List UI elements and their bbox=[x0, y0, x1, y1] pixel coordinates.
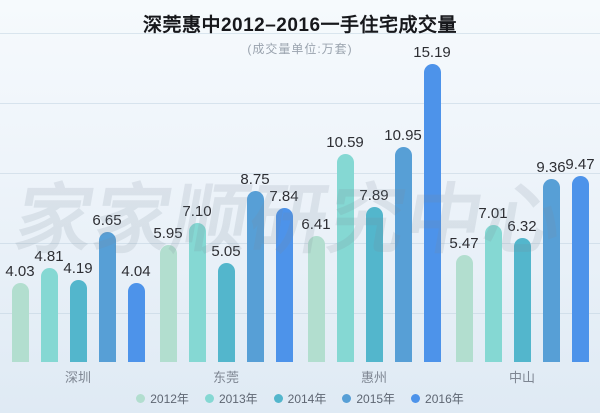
bar-group-东莞: 5.95 7.10 5.05 8.75 7.84 东莞 bbox=[153, 171, 299, 386]
value-label: 5.05 bbox=[211, 243, 241, 261]
value-label: 9.36 bbox=[536, 158, 566, 176]
value-label: 6.41 bbox=[301, 216, 331, 234]
legend-dot-icon bbox=[411, 394, 421, 403]
value-label: 7.89 bbox=[359, 187, 389, 205]
gridline bbox=[0, 103, 600, 104]
legend-label: 2014年 bbox=[287, 392, 327, 406]
bar-2012年-东莞: 5.95 bbox=[153, 225, 183, 362]
value-label: 9.47 bbox=[565, 156, 595, 174]
bar-2014年-中山: 6.32 bbox=[507, 218, 537, 362]
bar-2015年-中山: 9.36 bbox=[536, 159, 566, 362]
legend-dot-icon bbox=[342, 394, 352, 403]
bar-2015年-惠州: 10.95 bbox=[384, 127, 422, 362]
bar-2013年-惠州: 10.59 bbox=[326, 134, 364, 362]
value-label: 7.01 bbox=[478, 204, 508, 222]
value-label: 7.10 bbox=[182, 202, 212, 220]
legend-item-2016年: 2016年 bbox=[411, 390, 464, 407]
bar-2015年-东莞: 8.75 bbox=[240, 171, 270, 362]
category-label-深圳: 深圳 bbox=[64, 370, 92, 385]
value-label: 4.81 bbox=[34, 247, 64, 265]
gridline bbox=[0, 33, 600, 34]
legend-item-2014年: 2014年 bbox=[273, 390, 327, 407]
value-label: 5.95 bbox=[153, 225, 183, 243]
value-label: 10.95 bbox=[384, 127, 422, 145]
legend-label: 2013年 bbox=[218, 392, 258, 406]
value-label: 7.84 bbox=[269, 188, 299, 206]
legend-dot-icon bbox=[136, 394, 146, 403]
legend-label: 2015年 bbox=[356, 392, 396, 406]
bar-2013年-深圳: 4.81 bbox=[34, 248, 64, 362]
bar-group-惠州: 6.41 10.59 7.89 10.95 15.19 惠州 bbox=[301, 44, 451, 385]
category-label-中山: 中山 bbox=[508, 370, 536, 385]
value-label: 15.19 bbox=[413, 44, 451, 62]
bar-2016年-深圳: 4.04 bbox=[121, 263, 151, 362]
bar-2014年-东莞: 5.05 bbox=[211, 243, 241, 362]
bar-2014年-惠州: 7.89 bbox=[359, 187, 389, 362]
value-label: 4.04 bbox=[121, 262, 151, 280]
gridline bbox=[0, 173, 600, 174]
gridline bbox=[0, 313, 600, 314]
value-label: 4.03 bbox=[5, 263, 35, 281]
bar-2012年-惠州: 6.41 bbox=[301, 216, 331, 362]
bar-2016年-东莞: 7.84 bbox=[269, 188, 299, 362]
bar-2012年-中山: 5.47 bbox=[449, 235, 479, 362]
bar-2013年-中山: 7.01 bbox=[478, 205, 508, 362]
bar-2012年-深圳: 4.03 bbox=[5, 263, 35, 362]
category-label-东莞: 东莞 bbox=[212, 370, 240, 385]
legend-item-2012年: 2012年 bbox=[136, 390, 189, 407]
legend-label: 2012年 bbox=[150, 392, 189, 406]
legend: 2012年 2013年 2014年 2015年 2016年 bbox=[0, 390, 600, 407]
bar-groups: 4.03 4.81 4.19 6.65 4.04 深圳 5.95 7.10 5.05 8.75 7.… bbox=[4, 44, 596, 386]
value-label: 6.65 bbox=[92, 211, 122, 229]
bar-2016年-惠州: 15.19 bbox=[413, 44, 451, 362]
legend-dot-icon bbox=[273, 394, 283, 403]
bar-2014年-深圳: 4.19 bbox=[63, 260, 93, 362]
value-label: 5.47 bbox=[449, 234, 479, 252]
legend-dot-icon bbox=[204, 394, 214, 403]
legend-item-2013年: 2013年 bbox=[204, 390, 258, 407]
bar-group-中山: 5.47 7.01 6.32 9.36 9.47 中山 bbox=[449, 156, 595, 385]
bar-2016年-中山: 9.47 bbox=[565, 156, 595, 362]
bar-2013年-东莞: 7.10 bbox=[182, 203, 212, 362]
chart-title: 深莞惠中2012–2016一手住宅成交量 bbox=[142, 15, 458, 36]
category-label-惠州: 惠州 bbox=[360, 370, 388, 385]
value-label: 4.19 bbox=[63, 259, 93, 277]
legend-item-2015年: 2015年 bbox=[342, 390, 395, 407]
value-label: 10.59 bbox=[326, 134, 364, 152]
bar-2015年-深圳: 6.65 bbox=[92, 212, 122, 362]
value-label: 6.32 bbox=[507, 218, 537, 236]
chart-subtitle: (成交量单位:万套) bbox=[247, 42, 353, 56]
gridline bbox=[0, 243, 600, 244]
legend-label: 2016年 bbox=[425, 392, 464, 406]
value-label: 8.75 bbox=[240, 170, 270, 188]
bar-group-深圳: 4.03 4.81 4.19 6.65 4.04 深圳 bbox=[5, 212, 151, 385]
